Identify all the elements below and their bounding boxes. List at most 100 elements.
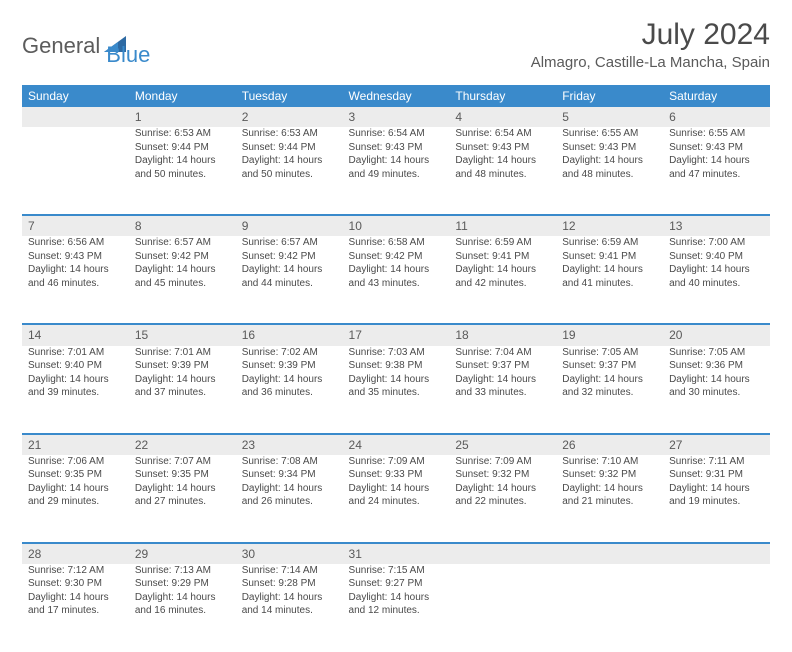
day-number: 20 — [663, 324, 770, 345]
sunset-line: Sunset: 9:39 PM — [135, 359, 230, 373]
daylight-line: and 22 minutes. — [455, 495, 550, 509]
day-cell: Sunrise: 7:09 AMSunset: 9:33 PMDaylight:… — [343, 455, 450, 543]
sunrise-line: Sunrise: 7:07 AM — [135, 455, 230, 469]
daylight-line: Daylight: 14 hours — [562, 263, 657, 277]
sunset-line: Sunset: 9:36 PM — [669, 359, 764, 373]
sunset-line: Sunset: 9:38 PM — [349, 359, 444, 373]
daylight-line: Daylight: 14 hours — [455, 373, 550, 387]
day-cell: Sunrise: 7:06 AMSunset: 9:35 PMDaylight:… — [22, 455, 129, 543]
day-number: 16 — [236, 324, 343, 345]
day-cell: Sunrise: 6:55 AMSunset: 9:43 PMDaylight:… — [556, 127, 663, 215]
daylight-line: and 46 minutes. — [28, 277, 123, 291]
sunset-line: Sunset: 9:40 PM — [28, 359, 123, 373]
day-cell: Sunrise: 7:05 AMSunset: 9:36 PMDaylight:… — [663, 346, 770, 434]
sunrise-line: Sunrise: 7:09 AM — [349, 455, 444, 469]
day-number: 4 — [449, 107, 556, 127]
sunset-line: Sunset: 9:39 PM — [242, 359, 337, 373]
sunrise-line: Sunrise: 7:14 AM — [242, 564, 337, 578]
sunset-line: Sunset: 9:35 PM — [28, 468, 123, 482]
daylight-line: and 37 minutes. — [135, 386, 230, 400]
day-info-row: Sunrise: 7:12 AMSunset: 9:30 PMDaylight:… — [22, 564, 770, 652]
daylight-line: Daylight: 14 hours — [562, 373, 657, 387]
day-number: 26 — [556, 434, 663, 455]
day-cell: Sunrise: 7:01 AMSunset: 9:40 PMDaylight:… — [22, 346, 129, 434]
daylight-line: Daylight: 14 hours — [349, 591, 444, 605]
sunset-line: Sunset: 9:37 PM — [562, 359, 657, 373]
sunrise-line: Sunrise: 7:10 AM — [562, 455, 657, 469]
weekday-header: Saturday — [663, 85, 770, 107]
daylight-line: and 50 minutes. — [135, 168, 230, 182]
daylight-line: Daylight: 14 hours — [135, 154, 230, 168]
daylight-line: and 41 minutes. — [562, 277, 657, 291]
sunset-line: Sunset: 9:40 PM — [669, 250, 764, 264]
daylight-line: and 45 minutes. — [135, 277, 230, 291]
daylight-line: and 42 minutes. — [455, 277, 550, 291]
daylight-line: and 36 minutes. — [242, 386, 337, 400]
brand-part1: General — [22, 33, 100, 59]
day-number: 5 — [556, 107, 663, 127]
daylight-line: and 24 minutes. — [349, 495, 444, 509]
sunset-line: Sunset: 9:33 PM — [349, 468, 444, 482]
day-number: 3 — [343, 107, 450, 127]
day-number: 17 — [343, 324, 450, 345]
sunset-line: Sunset: 9:29 PM — [135, 577, 230, 591]
weekday-header: Monday — [129, 85, 236, 107]
sunset-line: Sunset: 9:27 PM — [349, 577, 444, 591]
daylight-line: Daylight: 14 hours — [135, 373, 230, 387]
daylight-line: and 44 minutes. — [242, 277, 337, 291]
day-number: 6 — [663, 107, 770, 127]
sunrise-line: Sunrise: 6:58 AM — [349, 236, 444, 250]
daylight-line: Daylight: 14 hours — [135, 263, 230, 277]
sunset-line: Sunset: 9:42 PM — [135, 250, 230, 264]
day-cell: Sunrise: 7:02 AMSunset: 9:39 PMDaylight:… — [236, 346, 343, 434]
day-number: 11 — [449, 215, 556, 236]
daylight-line: Daylight: 14 hours — [242, 154, 337, 168]
day-cell: Sunrise: 7:13 AMSunset: 9:29 PMDaylight:… — [129, 564, 236, 652]
sunrise-line: Sunrise: 6:59 AM — [455, 236, 550, 250]
day-cell: Sunrise: 6:57 AMSunset: 9:42 PMDaylight:… — [129, 236, 236, 324]
day-number: 9 — [236, 215, 343, 236]
daylight-line: and 16 minutes. — [135, 604, 230, 618]
day-cell: Sunrise: 6:56 AMSunset: 9:43 PMDaylight:… — [22, 236, 129, 324]
sunrise-line: Sunrise: 7:01 AM — [28, 346, 123, 360]
day-cell: Sunrise: 6:55 AMSunset: 9:43 PMDaylight:… — [663, 127, 770, 215]
location-label: Almagro, Castille-La Mancha, Spain — [531, 54, 770, 71]
weekday-header-row: Sunday Monday Tuesday Wednesday Thursday… — [22, 85, 770, 107]
sunrise-line: Sunrise: 7:13 AM — [135, 564, 230, 578]
daylight-line: and 32 minutes. — [562, 386, 657, 400]
sunset-line: Sunset: 9:43 PM — [28, 250, 123, 264]
daylight-line: Daylight: 14 hours — [242, 591, 337, 605]
daylight-line: Daylight: 14 hours — [28, 263, 123, 277]
day-cell: Sunrise: 6:53 AMSunset: 9:44 PMDaylight:… — [236, 127, 343, 215]
daylight-line: Daylight: 14 hours — [669, 373, 764, 387]
sunrise-line: Sunrise: 7:15 AM — [349, 564, 444, 578]
sunrise-line: Sunrise: 7:04 AM — [455, 346, 550, 360]
weekday-header: Thursday — [449, 85, 556, 107]
daylight-line: Daylight: 14 hours — [349, 482, 444, 496]
daylight-line: and 21 minutes. — [562, 495, 657, 509]
sunset-line: Sunset: 9:43 PM — [669, 141, 764, 155]
sunset-line: Sunset: 9:41 PM — [455, 250, 550, 264]
sunset-line: Sunset: 9:44 PM — [135, 141, 230, 155]
day-cell: Sunrise: 7:00 AMSunset: 9:40 PMDaylight:… — [663, 236, 770, 324]
day-number: 13 — [663, 215, 770, 236]
sunset-line: Sunset: 9:34 PM — [242, 468, 337, 482]
day-cell: Sunrise: 7:10 AMSunset: 9:32 PMDaylight:… — [556, 455, 663, 543]
day-cell: Sunrise: 7:12 AMSunset: 9:30 PMDaylight:… — [22, 564, 129, 652]
daylight-line: and 26 minutes. — [242, 495, 337, 509]
day-cell: Sunrise: 6:59 AMSunset: 9:41 PMDaylight:… — [556, 236, 663, 324]
daylight-line: and 50 minutes. — [242, 168, 337, 182]
sunset-line: Sunset: 9:35 PM — [135, 468, 230, 482]
sunrise-line: Sunrise: 6:57 AM — [135, 236, 230, 250]
day-number: 18 — [449, 324, 556, 345]
sunset-line: Sunset: 9:28 PM — [242, 577, 337, 591]
daylight-line: and 29 minutes. — [28, 495, 123, 509]
day-cell — [556, 564, 663, 652]
day-number: 28 — [22, 543, 129, 564]
daynum-row: 123456 — [22, 107, 770, 127]
day-cell — [22, 127, 129, 215]
sunrise-line: Sunrise: 7:03 AM — [349, 346, 444, 360]
daynum-row: 14151617181920 — [22, 324, 770, 345]
day-number — [556, 543, 663, 564]
daylight-line: and 33 minutes. — [455, 386, 550, 400]
